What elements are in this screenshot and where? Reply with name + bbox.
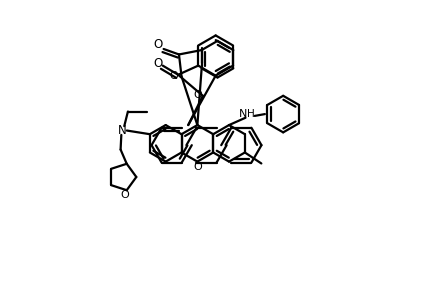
Text: O: O [154, 57, 163, 70]
Text: N: N [239, 109, 247, 119]
Text: N: N [118, 124, 127, 137]
Text: O: O [153, 38, 163, 51]
Text: O: O [193, 162, 202, 172]
Text: O: O [120, 190, 129, 200]
Text: O: O [194, 90, 203, 100]
Text: O: O [169, 71, 178, 81]
Text: H: H [247, 109, 255, 119]
